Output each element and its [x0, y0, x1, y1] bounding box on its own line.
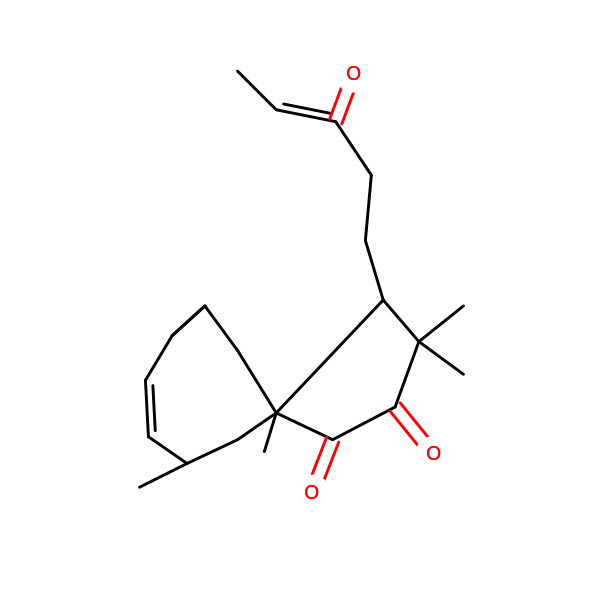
Text: O: O — [426, 445, 442, 464]
Text: O: O — [304, 484, 320, 503]
Circle shape — [294, 475, 330, 511]
Text: O: O — [346, 65, 361, 83]
Circle shape — [335, 56, 371, 92]
Circle shape — [416, 437, 452, 472]
Text: O: O — [304, 484, 320, 503]
Text: O: O — [346, 65, 361, 83]
Text: O: O — [426, 445, 442, 464]
